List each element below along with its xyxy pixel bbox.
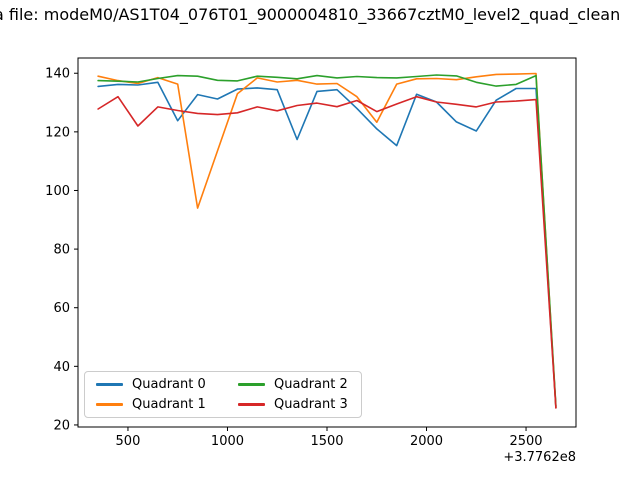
y-tick-label: 140 — [45, 67, 70, 82]
x-tick-label: 500 — [116, 434, 141, 449]
legend-line-quadrant-1 — [96, 403, 123, 407]
legend-item: Quadrant 3 — [227, 395, 361, 416]
x-tick-label: 2000 — [410, 434, 443, 449]
series-line-quadrant-2 — [97, 74, 557, 407]
legend-line-quadrant-0 — [96, 382, 123, 386]
y-tick-label: 120 — [45, 125, 70, 140]
y-tick-label: 60 — [53, 301, 70, 316]
legend-item: Quadrant 0 — [85, 374, 219, 395]
x-tick-label: 1000 — [211, 434, 244, 449]
legend-line-quadrant-2 — [238, 382, 265, 386]
legend-label: Quadrant 1 — [132, 397, 206, 413]
legend-label: Quadrant 0 — [132, 376, 206, 392]
legend-line-quadrant-3 — [238, 403, 265, 407]
legend-item: Quadrant 2 — [227, 374, 361, 395]
x-axis-offset-label: +3.7762e8 — [503, 450, 576, 465]
legend-item: Quadrant 1 — [85, 395, 219, 416]
legend-label: Quadrant 3 — [274, 397, 348, 413]
legend: Quadrant 0 Quadrant 1 Quadrant 2 Quadrant 3 — [84, 371, 362, 418]
y-tick-label: 20 — [53, 418, 70, 433]
series-line-quadrant-3 — [97, 95, 557, 409]
y-tick-label: 40 — [53, 360, 70, 375]
legend-label: Quadrant 2 — [274, 376, 348, 392]
series-line-quadrant-1 — [97, 72, 557, 409]
y-tick-label: 100 — [45, 184, 70, 199]
y-tick-label: 80 — [53, 243, 70, 258]
x-tick-label: 1500 — [310, 434, 343, 449]
figure-title: a file: modeM0/AS1T04_076T01_9000004810_… — [0, 5, 621, 24]
x-tick-label: 2500 — [509, 434, 542, 449]
series-line-quadrant-0 — [97, 81, 557, 409]
